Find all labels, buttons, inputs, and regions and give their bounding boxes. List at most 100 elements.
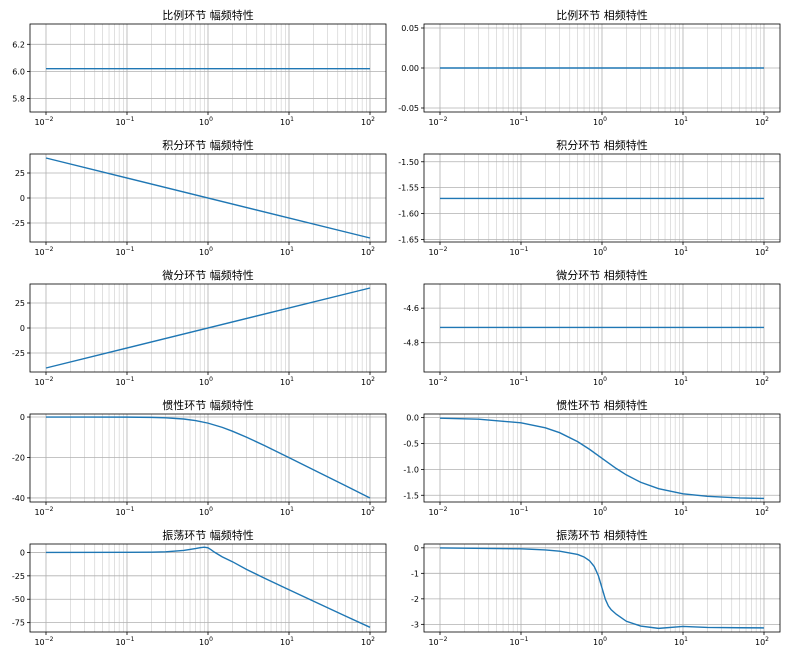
- y-tick-label: 0.05: [401, 24, 419, 33]
- x-tick-label: 101: [280, 376, 294, 387]
- x-tick-label: 100: [199, 376, 213, 387]
- series-line: [439, 547, 765, 630]
- subplot-title: 惯性环节 相频特性: [556, 398, 648, 412]
- y-tick-label: -1.55: [398, 184, 419, 193]
- y-tick-label: -1: [411, 569, 419, 578]
- grid-lines: [30, 544, 386, 632]
- series-line: [45, 546, 371, 628]
- y-tick-label: -20: [12, 453, 25, 462]
- x-tick-label: 10−1: [509, 376, 528, 387]
- y-tick-label: -40: [12, 494, 25, 503]
- y-tick-label: 0: [20, 324, 25, 333]
- subplot-title: 比例环节 幅频特性: [162, 8, 254, 22]
- y-tick-label: -4.6: [403, 304, 419, 313]
- x-tick-label: 101: [674, 246, 688, 257]
- grid-lines: [30, 284, 386, 372]
- subplot-title: 积分环节 幅频特性: [162, 138, 254, 152]
- subplot-d-amp: 微分环节 幅频特性 25 0 -25 10−2 10−1 100 101 102: [12, 268, 387, 387]
- y-tick-label: -0.5: [403, 440, 419, 449]
- grid-lines: [30, 154, 386, 242]
- subplot-osc-phase: 振荡环节 相频特性 0 -1 -2 -3 10−2 10−1 100 101 102: [411, 528, 781, 647]
- x-tick-label: 10−1: [509, 246, 528, 257]
- y-tick-label: 0: [414, 544, 419, 553]
- x-tick-label: 100: [199, 506, 213, 517]
- x-tick-label: 100: [593, 506, 607, 517]
- x-tick-label: 102: [361, 376, 375, 387]
- x-tick-label: 10−2: [34, 636, 53, 647]
- x-tick-label: 102: [755, 376, 769, 387]
- x-tick-label: 10−1: [115, 246, 134, 257]
- x-tick-label: 10−2: [34, 116, 53, 127]
- x-tick-label: 100: [593, 636, 607, 647]
- x-tick-label: 101: [280, 116, 294, 127]
- x-tick-label: 10−2: [34, 246, 53, 257]
- y-tick-label: -1.65: [398, 235, 419, 244]
- subplot-osc-amp: 振荡环节 幅频特性 0 -25 -50 -75 10−2 10−1 100 101 102: [12, 528, 387, 647]
- y-tick-label: 5.8: [12, 94, 25, 103]
- y-tick-label: -25: [12, 219, 25, 228]
- x-tick-label: 10−1: [115, 116, 134, 127]
- x-tick-label: 102: [755, 116, 769, 127]
- subplot-p-phase: 比例环节 相频特性 0.05 0.00 -0.05 10−2 10−1 100 101 102: [398, 8, 781, 127]
- x-tick-label: 102: [361, 506, 375, 517]
- series-line: [439, 417, 765, 500]
- x-tick-label: 102: [755, 246, 769, 257]
- x-tick-label: 101: [674, 376, 688, 387]
- x-tick-label: 101: [674, 116, 688, 127]
- y-tick-label: 0: [20, 413, 25, 422]
- y-tick-label: -25: [12, 572, 25, 581]
- y-tick-label: -2: [411, 595, 419, 604]
- series-line: [45, 287, 371, 369]
- x-tick-label: 101: [280, 506, 294, 517]
- x-tick-label: 10−1: [115, 376, 134, 387]
- x-tick-label: 100: [199, 636, 213, 647]
- grid-lines: [30, 414, 386, 502]
- y-tick-label: 0.00: [401, 64, 419, 73]
- subplot-title: 振荡环节 相频特性: [556, 528, 648, 542]
- y-tick-label: 25: [15, 169, 25, 178]
- x-tick-label: 10−2: [428, 376, 447, 387]
- subplot-title: 惯性环节 幅频特性: [162, 398, 254, 412]
- subplot-title: 微分环节 幅频特性: [162, 268, 254, 282]
- y-tick-label: -25: [12, 349, 25, 358]
- y-tick-label: 0: [20, 194, 25, 203]
- x-tick-label: 101: [280, 636, 294, 647]
- x-tick-label: 10−2: [34, 506, 53, 517]
- x-tick-label: 100: [593, 116, 607, 127]
- y-tick-label: -1.50: [398, 158, 419, 167]
- x-tick-label: 100: [199, 116, 213, 127]
- x-tick-label: 10−2: [428, 116, 447, 127]
- x-tick-label: 102: [361, 116, 375, 127]
- y-tick-label: 6.0: [12, 67, 25, 76]
- y-tick-label: -1.5: [403, 491, 419, 500]
- y-tick-label: 0: [20, 548, 25, 557]
- y-tick-label: -4.8: [403, 339, 419, 348]
- x-tick-label: 102: [755, 506, 769, 517]
- y-tick-label: -75: [12, 619, 25, 628]
- x-tick-label: 10−1: [509, 636, 528, 647]
- subplot-title: 比例环节 相频特性: [556, 8, 648, 22]
- subplot-d-phase: 微分环节 相频特性 -4.6 -4.8 10−2 10−1 100 101 102: [403, 268, 781, 387]
- subplot-inertia-phase: 惯性环节 相频特性 0.0 -0.5 -1.0 -1.5 10−2 10−1 100 101 10…: [403, 398, 781, 517]
- x-tick-label: 101: [674, 636, 688, 647]
- series-line: [45, 416, 371, 499]
- x-tick-label: 102: [755, 636, 769, 647]
- x-tick-label: 10−2: [34, 376, 53, 387]
- x-tick-label: 10−1: [115, 506, 134, 517]
- y-tick-label: -0.05: [398, 104, 419, 113]
- x-tick-label: 100: [593, 246, 607, 257]
- x-tick-label: 10−1: [509, 506, 528, 517]
- x-tick-label: 10−1: [115, 636, 134, 647]
- x-tick-label: 10−1: [509, 116, 528, 127]
- series-line: [45, 157, 371, 239]
- y-tick-label: -1.60: [398, 210, 419, 219]
- x-tick-label: 10−2: [428, 506, 447, 517]
- x-tick-label: 10−2: [428, 636, 447, 647]
- y-tick-label: -3: [411, 620, 419, 629]
- subplot-title: 积分环节 相频特性: [556, 138, 648, 152]
- x-tick-label: 101: [280, 246, 294, 257]
- grid-lines: [424, 544, 780, 632]
- x-tick-label: 100: [199, 246, 213, 257]
- y-tick-label: -50: [12, 595, 25, 604]
- x-tick-label: 100: [593, 376, 607, 387]
